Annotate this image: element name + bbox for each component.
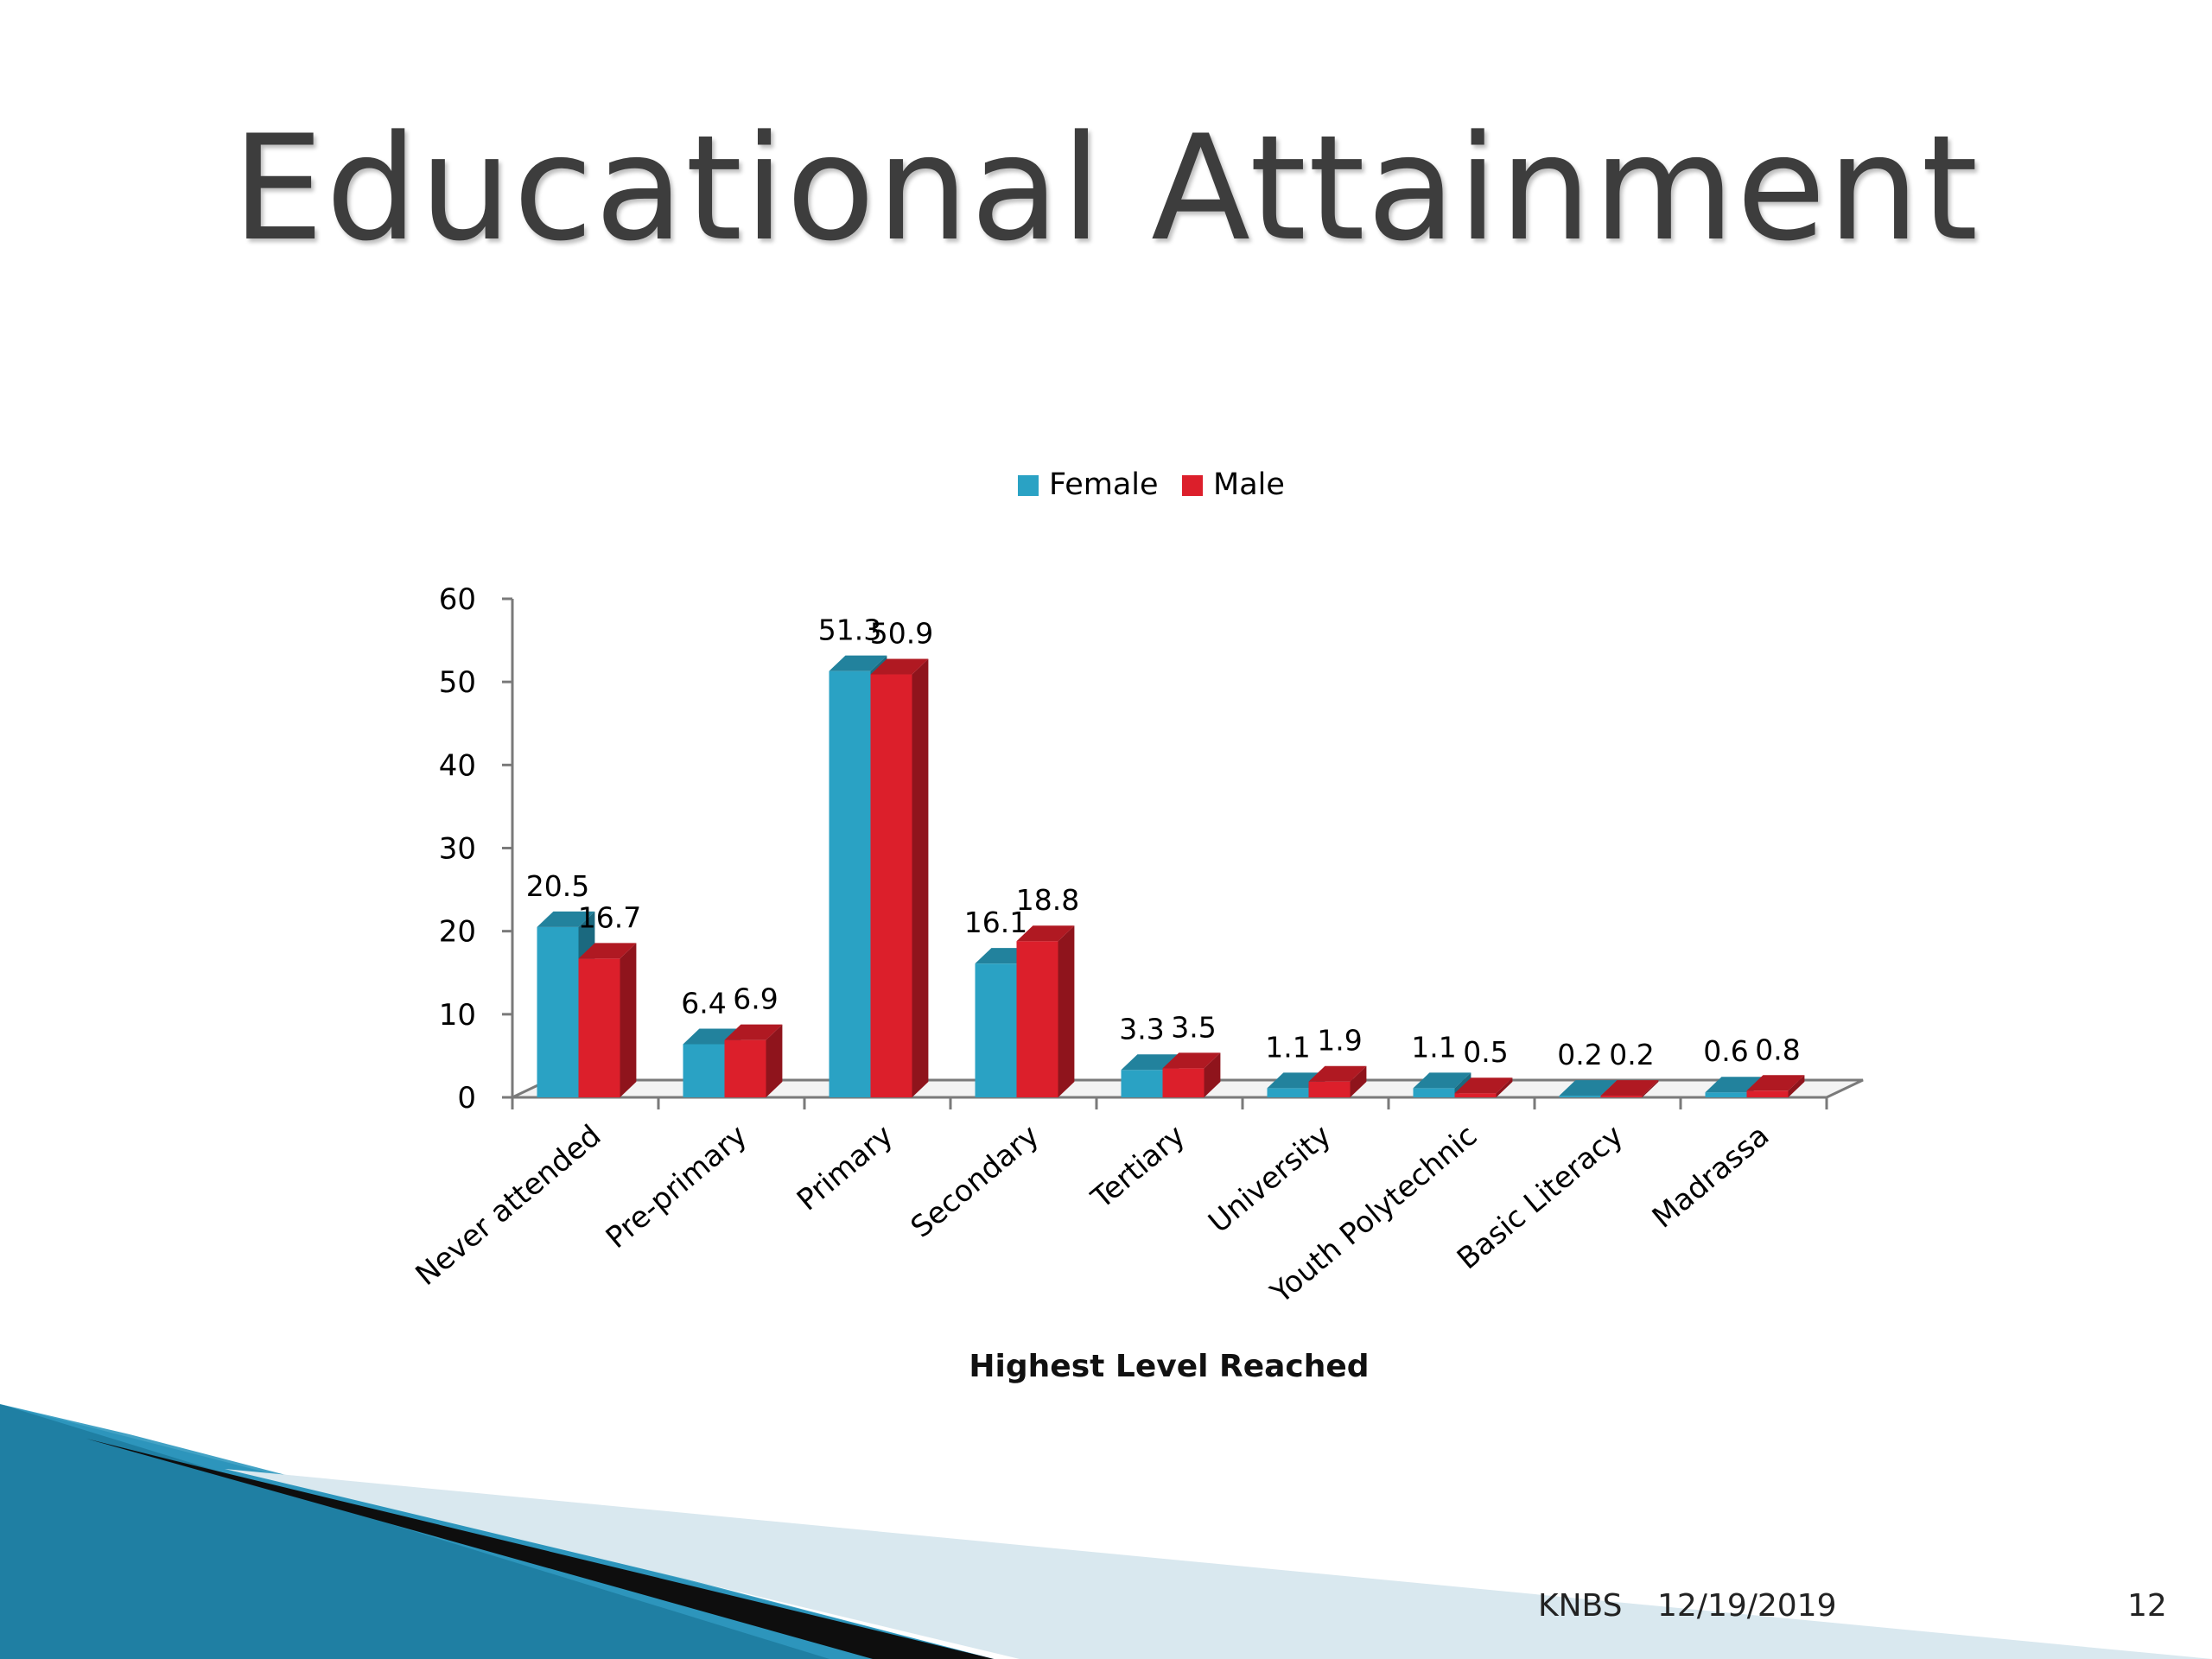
- data-label: 6.4: [681, 986, 726, 1020]
- legend-swatch-female: [1018, 475, 1039, 496]
- y-tick-label: 10: [439, 998, 476, 1033]
- decorative-swoosh: [0, 1404, 2212, 1659]
- bar-top: [1559, 1080, 1618, 1096]
- data-label: 6.9: [733, 982, 778, 1016]
- bar-male-university: [1308, 1081, 1351, 1097]
- data-label: 0.2: [1609, 1038, 1654, 1071]
- bar-top: [1600, 1080, 1659, 1096]
- bar-side: [1058, 925, 1075, 1097]
- bar-female-madrassa: [1705, 1092, 1747, 1097]
- x-category-label: Pre-primary: [600, 1118, 753, 1255]
- bar-male-madrassa: [1746, 1090, 1789, 1097]
- x-category-label: Secondary: [905, 1118, 1046, 1244]
- bar-side: [1350, 1065, 1367, 1097]
- x-category-label: University: [1202, 1118, 1338, 1240]
- bar-female-youth-polytechnic: [1413, 1088, 1455, 1097]
- legend-label-male: Male: [1213, 467, 1285, 502]
- bar-top: [870, 658, 929, 675]
- bar-top: [829, 655, 887, 671]
- slide-number: 12: [2127, 1588, 2167, 1624]
- y-tick-label: 60: [439, 582, 476, 617]
- bar-male-youth-polytechnic: [1454, 1093, 1497, 1097]
- bar-male-never-attended: [578, 958, 620, 1097]
- bar-top: [1308, 1065, 1367, 1082]
- data-label: 20.5: [526, 869, 589, 903]
- bar-top: [1454, 1077, 1513, 1094]
- y-tick-label: 40: [439, 748, 476, 783]
- bar-male-basic-literacy: [1600, 1096, 1643, 1097]
- data-label: 3.5: [1171, 1010, 1216, 1044]
- bar-female-pre-primary: [683, 1044, 725, 1097]
- bar-female-never-attended: [537, 926, 579, 1097]
- bar-side: [1642, 1080, 1659, 1097]
- y-tick-label: 50: [439, 665, 476, 700]
- data-label: 18.8: [1016, 883, 1079, 917]
- bar-side: [1204, 1052, 1221, 1097]
- bar-female-primary: [829, 671, 871, 1097]
- data-label: 50.9: [870, 617, 933, 651]
- bar-female-university: [1267, 1088, 1309, 1097]
- bar-top: [1746, 1075, 1805, 1091]
- data-label: 0.6: [1703, 1034, 1748, 1068]
- x-category-label: Tertiary: [1084, 1118, 1192, 1216]
- bar-male-primary: [870, 674, 912, 1097]
- data-label: 1.9: [1317, 1024, 1362, 1058]
- legend-swatch-male: [1182, 475, 1203, 496]
- data-label: 1.1: [1265, 1030, 1310, 1064]
- x-category-label: Madrassa: [1646, 1118, 1776, 1235]
- data-label: 51.3: [818, 613, 881, 647]
- data-label: 0.2: [1557, 1038, 1602, 1071]
- slide-title: Educational Attainment: [232, 104, 1980, 273]
- bar-female-basic-literacy: [1559, 1096, 1601, 1097]
- bar-male-secondary: [1016, 941, 1058, 1097]
- x-axis-title: Highest Level Reached: [969, 1349, 1369, 1384]
- footer-organization: KNBS: [1538, 1588, 1623, 1624]
- bar-side: [766, 1024, 783, 1097]
- bar-side: [1496, 1077, 1513, 1097]
- data-label: 0.8: [1755, 1033, 1800, 1066]
- bar-top: [537, 911, 595, 927]
- bar-top: [1705, 1077, 1764, 1093]
- data-label: 16.7: [578, 900, 641, 934]
- data-label: 0.5: [1463, 1035, 1508, 1069]
- bar-side: [912, 658, 929, 1097]
- y-tick-label: 0: [457, 1081, 476, 1116]
- bar-top: [1016, 925, 1075, 942]
- x-category-label: Primary: [791, 1118, 899, 1217]
- bar-side: [1788, 1075, 1805, 1097]
- bar-top: [578, 943, 637, 959]
- data-label: 16.1: [964, 906, 1027, 939]
- bar-side: [620, 943, 637, 1097]
- data-label: 3.3: [1119, 1012, 1164, 1046]
- x-category-label: Never attended: [410, 1118, 608, 1293]
- data-label: 1.1: [1411, 1030, 1456, 1064]
- legend-label-female: Female: [1049, 467, 1159, 502]
- bar-top: [1413, 1072, 1471, 1089]
- y-tick-label: 20: [439, 915, 476, 950]
- bar-top: [1162, 1052, 1221, 1069]
- chart-area: 0 10 20 30 40 50 60 20.516.7 Never attended 6.4 6.…: [410, 467, 1864, 1384]
- y-tick-label: 30: [439, 832, 476, 867]
- footer-date: 12/19/2019: [1657, 1588, 1837, 1624]
- bar-top: [1121, 1054, 1179, 1071]
- bar-male-pre-primary: [724, 1039, 766, 1097]
- bar-female-tertiary: [1121, 1070, 1163, 1097]
- bar-male-tertiary: [1162, 1068, 1205, 1097]
- bar-female-secondary: [975, 963, 1017, 1097]
- bar-top: [724, 1024, 783, 1040]
